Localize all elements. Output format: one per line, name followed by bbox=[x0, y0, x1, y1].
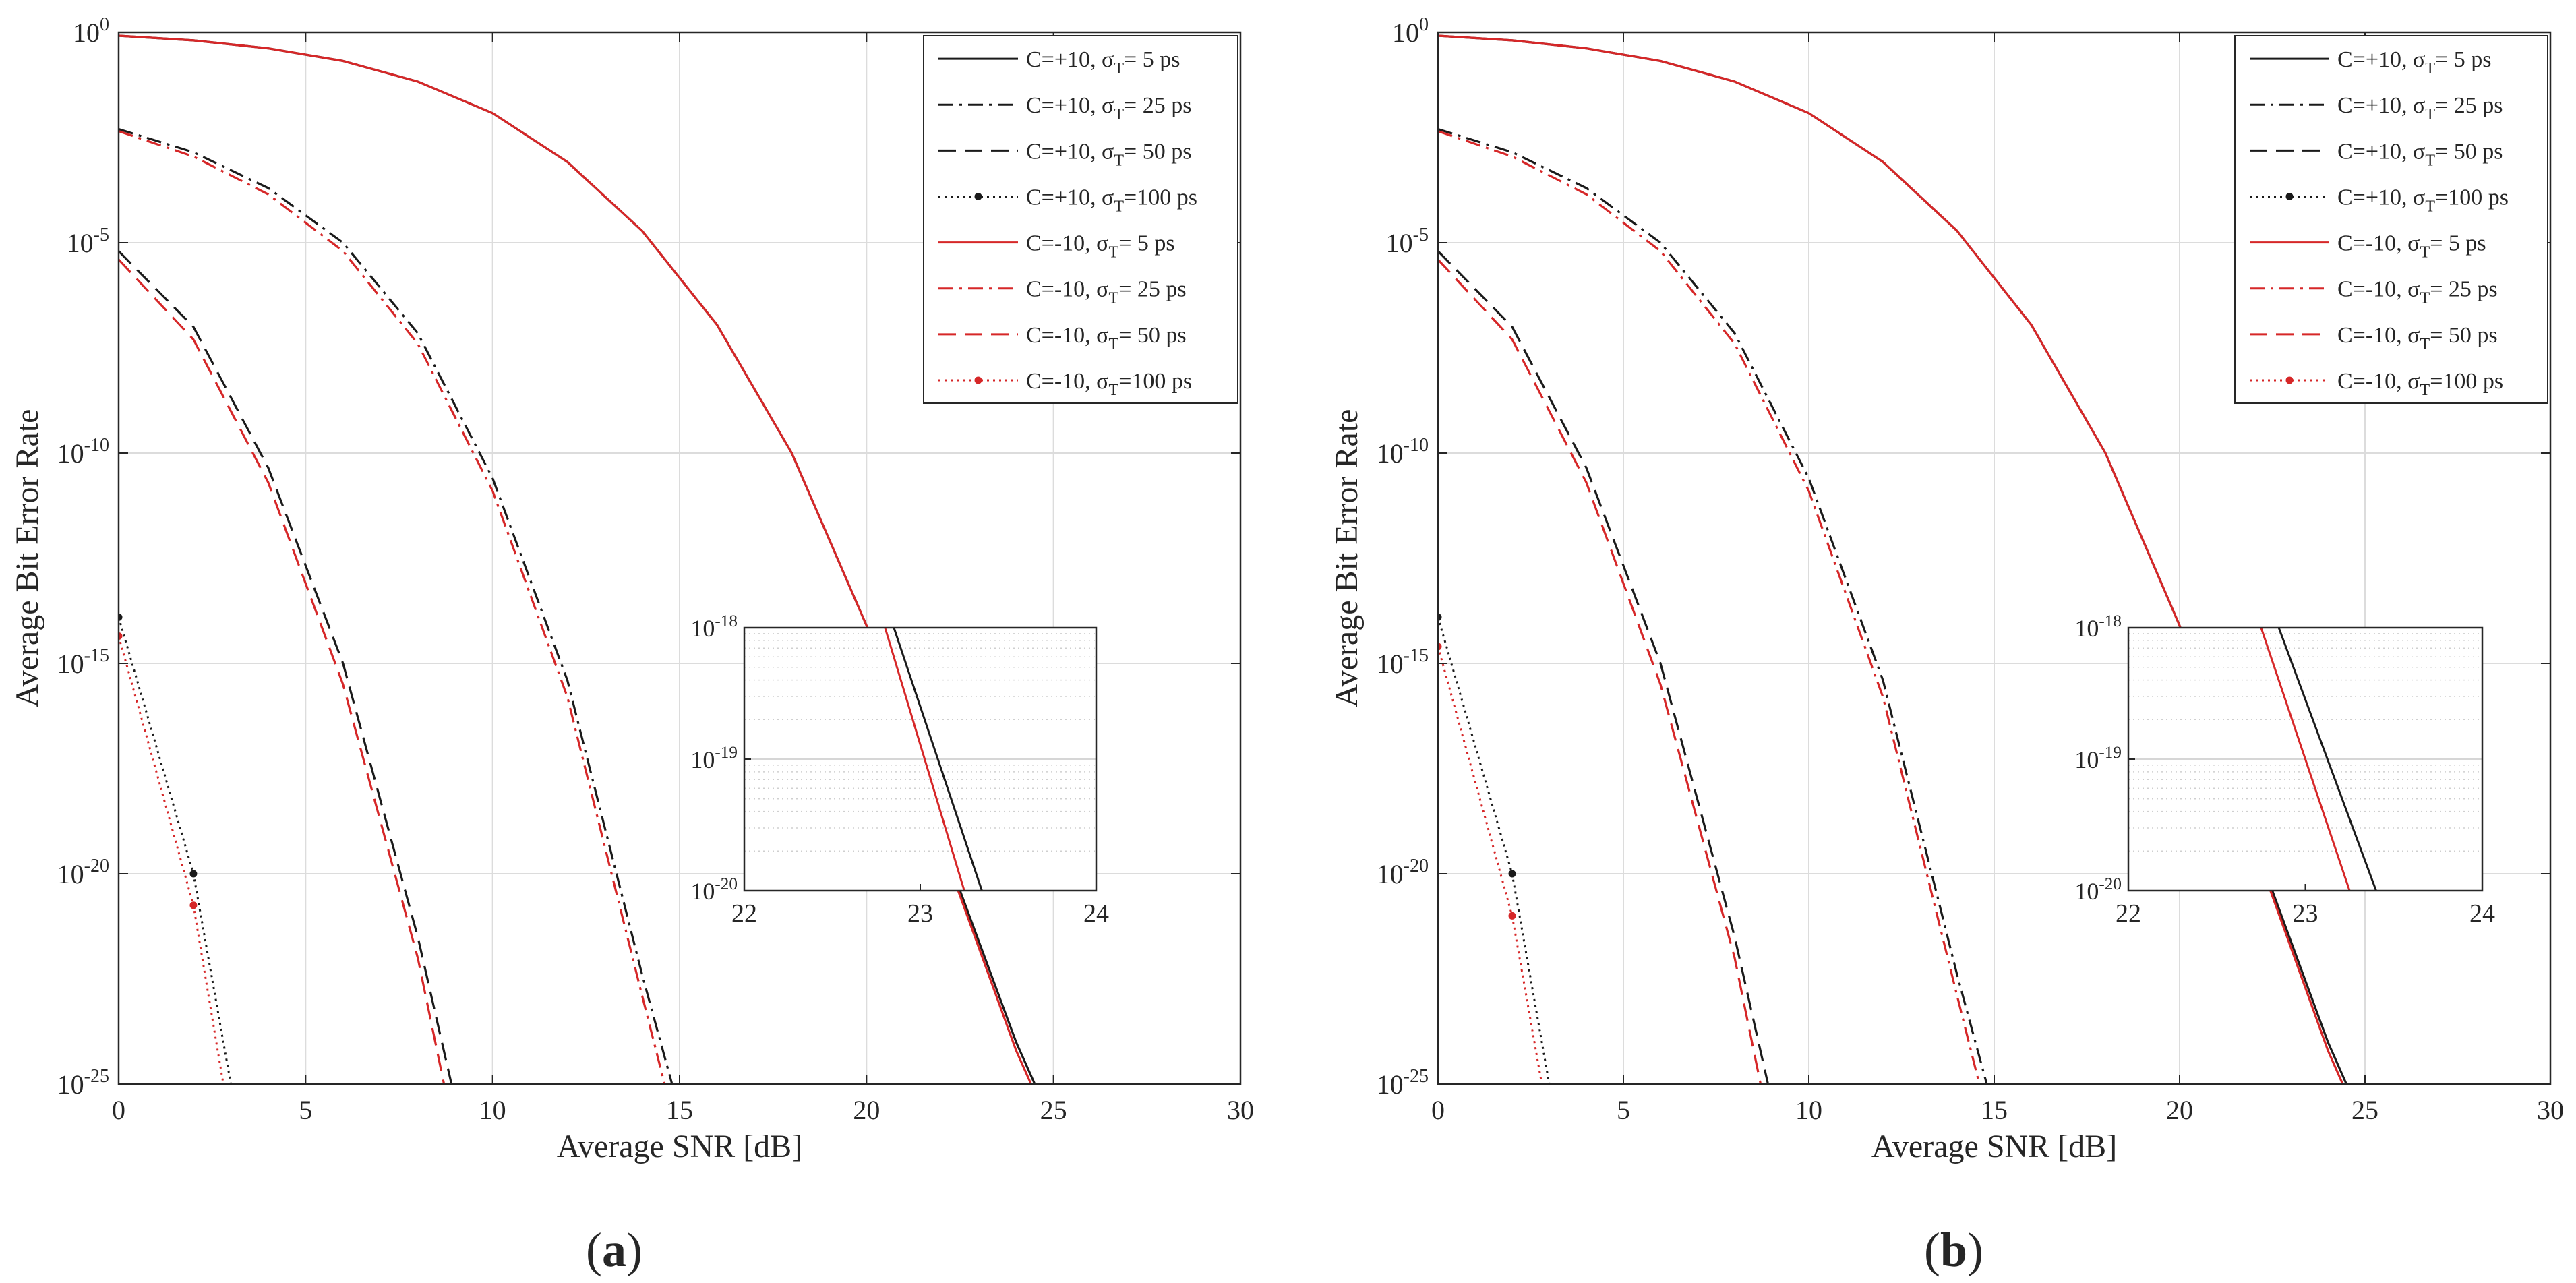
series-marker bbox=[1508, 912, 1516, 920]
y-tick-label: 10-5 bbox=[67, 225, 109, 258]
y-tick-label: 10-20 bbox=[57, 856, 109, 889]
x-tick-label: 10 bbox=[479, 1095, 506, 1125]
legend-label-8: C=-10, σT=100 ps bbox=[1026, 369, 1192, 399]
legend-box bbox=[2234, 35, 2548, 404]
x-axis-label: Average SNR [dB] bbox=[1871, 1129, 2117, 1164]
legend-label-4: C=+10, σT=100 ps bbox=[2337, 185, 2509, 215]
series-marker bbox=[1438, 613, 1442, 621]
x-tick-label: 30 bbox=[2537, 1095, 2564, 1125]
inset-y-tick-label: 10-18 bbox=[690, 612, 738, 642]
series-line-7 bbox=[1438, 258, 1762, 1084]
x-tick-label: 25 bbox=[2352, 1095, 2378, 1125]
y-tick-label: 10-10 bbox=[57, 435, 109, 469]
legend: C=+10, σT= 5 ps C=+10, σT= 25 ps C=+10, σT… bbox=[2234, 35, 2548, 404]
legend-marker bbox=[974, 192, 982, 200]
legend-marker bbox=[2285, 376, 2294, 384]
y-tick-label: 100 bbox=[73, 14, 109, 48]
legend-label-6: C=-10, σT= 25 ps bbox=[2337, 277, 2498, 307]
legend-label-7: C=-10, σT= 50 ps bbox=[2337, 323, 2498, 353]
legend-label-4: C=+10, σT=100 ps bbox=[1026, 185, 1197, 215]
inset-plot: 22 23 24 10-20 10-19 10-18 bbox=[2074, 612, 2495, 928]
legend-label-2: C=+10, σT= 25 ps bbox=[2337, 93, 2503, 123]
x-tick-label: 0 bbox=[1431, 1095, 1445, 1125]
series-marker bbox=[189, 901, 198, 909]
legend-label-1: C=+10, σT= 5 ps bbox=[2337, 47, 2491, 78]
legend-marker bbox=[974, 376, 982, 384]
series-line-3 bbox=[1438, 250, 1770, 1084]
y-tick-label: 10-5 bbox=[1386, 225, 1429, 258]
y-tick-label: 10-20 bbox=[1377, 856, 1429, 889]
legend-label-6: C=-10, σT= 25 ps bbox=[1026, 277, 1187, 307]
series-marker bbox=[189, 870, 198, 878]
legend: C=+10, σT= 5 ps C=+10, σT= 25 ps C=+10, σT… bbox=[923, 35, 1238, 404]
y-axis-label: Average Bit Error Rate bbox=[1329, 409, 1365, 708]
x-tick-label: 30 bbox=[1227, 1095, 1254, 1125]
legend-marker bbox=[2285, 192, 2294, 200]
x-tick-label: 20 bbox=[853, 1095, 880, 1125]
y-tick-label: 10-25 bbox=[1377, 1066, 1429, 1100]
legend-label-5: C=-10, σT= 5 ps bbox=[1026, 231, 1175, 262]
x-tick-label: 0 bbox=[112, 1095, 125, 1125]
x-tick-label: 20 bbox=[2166, 1095, 2193, 1125]
inset-series-line-1 bbox=[893, 627, 983, 891]
y-tick-label: 10-10 bbox=[1377, 435, 1429, 469]
x-tick-label: 25 bbox=[1040, 1095, 1067, 1125]
inset-x-tick-label: 23 bbox=[2293, 899, 2318, 928]
x-tick-label: 5 bbox=[299, 1095, 312, 1125]
inset-series-line-2 bbox=[2260, 627, 2351, 891]
inset-plot: 22 23 24 10-20 10-19 10-18 bbox=[690, 612, 1109, 928]
inset-x-tick-label: 22 bbox=[731, 899, 757, 928]
inset-y-tick-label: 10-20 bbox=[690, 875, 738, 905]
y-tick-label: 10-25 bbox=[57, 1066, 109, 1100]
y-tick-label: 10-15 bbox=[57, 645, 109, 679]
series-marker bbox=[1438, 643, 1442, 651]
inset-series-line-1 bbox=[2277, 627, 2377, 891]
legend-label-8: C=-10, σT=100 ps bbox=[2337, 369, 2503, 399]
chart-panel-a: 0 5 10 15 20 25 30 10-25 10-20 10-15 10-10 10-5 100 A… bbox=[9, 14, 1254, 1164]
panel-label-b: (b) bbox=[1924, 1223, 1983, 1277]
panel-label-a: (a) bbox=[586, 1223, 642, 1277]
inset-y-tick-label: 10-18 bbox=[2074, 612, 2122, 642]
legend-label-1: C=+10, σT= 5 ps bbox=[1026, 47, 1180, 78]
legend-label-3: C=+10, σT= 50 ps bbox=[1026, 139, 1191, 169]
legend-box bbox=[923, 35, 1238, 404]
inset-x-tick-label: 22 bbox=[2116, 899, 2141, 928]
x-tick-label: 15 bbox=[1981, 1095, 2008, 1125]
x-tick-label: 15 bbox=[666, 1095, 693, 1125]
inset-x-tick-label: 23 bbox=[907, 899, 933, 928]
series-marker bbox=[1508, 870, 1516, 878]
legend-label-2: C=+10, σT= 25 ps bbox=[1026, 93, 1191, 123]
legend-label-3: C=+10, σT= 50 ps bbox=[2337, 139, 2503, 169]
y-tick-label: 100 bbox=[1392, 14, 1429, 48]
series-line-2 bbox=[1438, 127, 1988, 1084]
inset-series-line-2 bbox=[884, 627, 965, 891]
inset-y-tick-label: 10-19 bbox=[2074, 744, 2122, 773]
series-marker bbox=[119, 613, 123, 621]
series-line-3 bbox=[119, 250, 453, 1084]
inset-x-tick-label: 24 bbox=[2469, 899, 2495, 928]
legend-label-7: C=-10, σT= 50 ps bbox=[1026, 323, 1187, 353]
x-tick-label: 10 bbox=[1795, 1095, 1822, 1125]
x-tick-label: 5 bbox=[1617, 1095, 1630, 1125]
y-axis-label: Average Bit Error Rate bbox=[9, 409, 45, 708]
chart-panel-b: 0 5 10 15 20 25 30 10-25 10-20 10-15 10-10 10-5 100 A… bbox=[1329, 14, 2564, 1164]
legend-label-5: C=-10, σT= 5 ps bbox=[2337, 231, 2486, 262]
inset-y-tick-label: 10-19 bbox=[690, 744, 738, 773]
inset-x-tick-label: 24 bbox=[1083, 899, 1109, 928]
inset-y-tick-label: 10-20 bbox=[2074, 875, 2122, 905]
x-axis-label: Average SNR [dB] bbox=[557, 1129, 802, 1164]
y-tick-label: 10-15 bbox=[1377, 645, 1429, 679]
series-line-6 bbox=[1438, 130, 1981, 1084]
series-line-7 bbox=[119, 258, 446, 1084]
series-line-2 bbox=[119, 127, 673, 1084]
series-marker bbox=[119, 632, 123, 640]
